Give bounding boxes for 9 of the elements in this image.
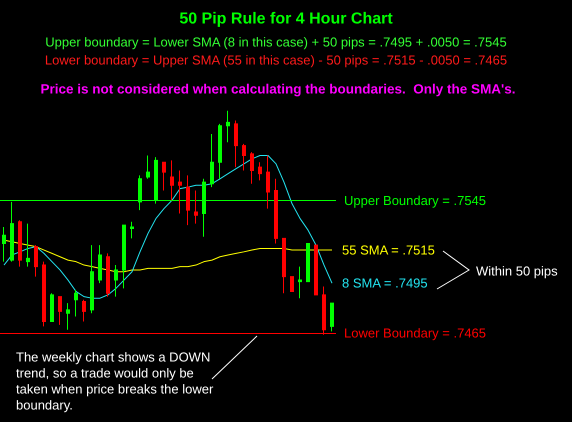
chart-subtitle: Upper boundary = Lower SMA (8 in this case) + 50 pips = .7495 + .0050 = .7545 Lower boundary = Upper SMA (55 in this case) - 50 pips = .7515 - .0050 = .7465 — [44, 34, 508, 68]
ref-line-label: Upper Boundary = .7545 — [344, 192, 486, 208]
chart-title: 50 Pip Rule for 4 Hour Chart — [179, 10, 394, 28]
text: Within 50 pips — [476, 264, 558, 278]
text: Price is not considered when calculating the boundaries. Only the SMA's. — [40, 82, 516, 96]
series-label: 55 SMA = .7515 — [342, 242, 435, 258]
text: The weekly chart shows a DOWN trend, so a trade would only be taken when price breaks the lower boundary. — [16, 350, 217, 412]
series-label: 8 SMA = .7495 — [342, 276, 428, 291]
ref-line-label: Lower Boundary = .7465 — [344, 326, 486, 341]
